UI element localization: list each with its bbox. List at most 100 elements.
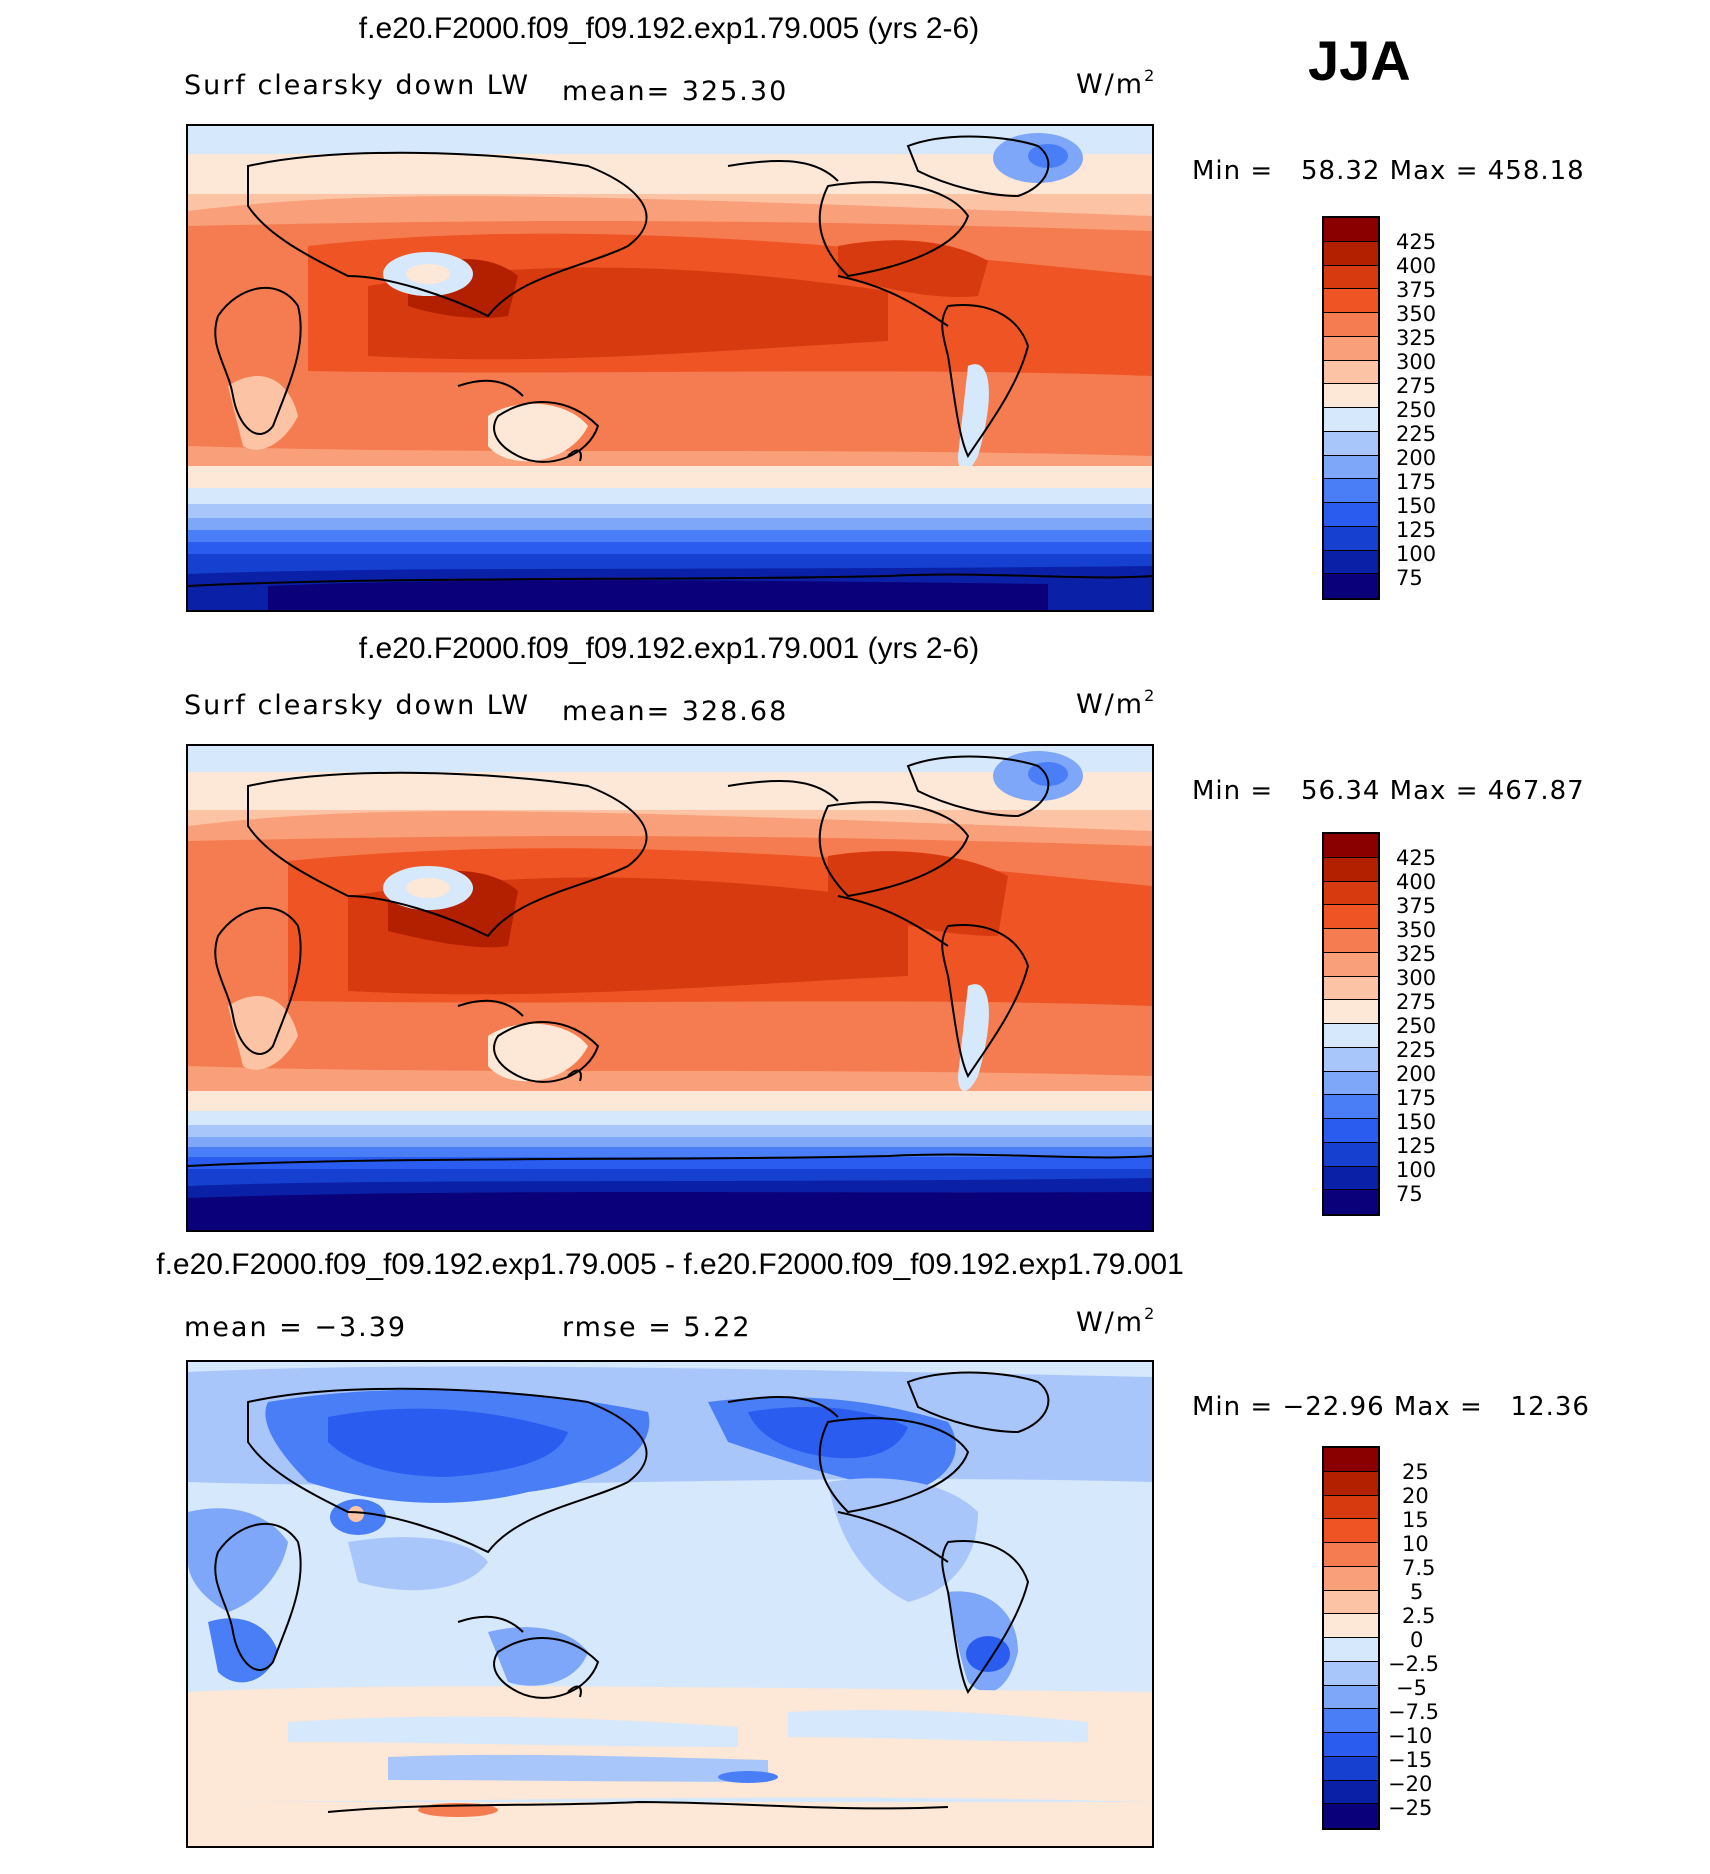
colorbar-segment xyxy=(1324,1614,1378,1638)
cb1-label-9: 200 xyxy=(1396,446,1437,470)
colorbar-segment xyxy=(1324,1000,1378,1024)
cb2-label-12: 125 xyxy=(1396,1134,1437,1158)
panel-1-map xyxy=(186,124,1154,612)
panel-2-colorbar xyxy=(1322,832,1380,1216)
panel-3-minmax: Min = −22.96 Max = 12.36 xyxy=(1192,1392,1590,1422)
colorbar-segment xyxy=(1324,1685,1378,1710)
cb3-label-4: 7.5 xyxy=(1402,1556,1436,1580)
cb2-label-0: 425 xyxy=(1396,846,1437,870)
colorbar-segment xyxy=(1324,1638,1378,1662)
colorbar-segment xyxy=(1324,1709,1378,1733)
colorbar-segment xyxy=(1324,857,1378,882)
panel-2-map xyxy=(186,744,1154,1232)
colorbar-segment xyxy=(1324,265,1378,290)
panel-1-mean: mean= 325.30 xyxy=(562,76,789,107)
cb2-label-1: 400 xyxy=(1396,870,1437,894)
colorbar-segment xyxy=(1324,1804,1378,1828)
cb3-label-0: 25 xyxy=(1402,1460,1429,1484)
colorbar-segment xyxy=(1324,1543,1378,1567)
colorbar-segment xyxy=(1324,1590,1378,1615)
cb3-label-5: 5 xyxy=(1410,1580,1424,1604)
cb1-label-2: 375 xyxy=(1396,278,1437,302)
colorbar-segment xyxy=(1324,1780,1378,1805)
cb1-label-12: 125 xyxy=(1396,518,1437,542)
colorbar-segment xyxy=(1324,503,1378,527)
colorbar-segment xyxy=(1324,241,1378,266)
cb2-label-3: 350 xyxy=(1396,918,1437,942)
cb1-label-6: 275 xyxy=(1396,374,1437,398)
cb1-label-1: 400 xyxy=(1396,254,1437,278)
panel-3-map-field xyxy=(188,1362,1152,1846)
panel-1-colorbar xyxy=(1322,216,1380,600)
colorbar-segment xyxy=(1324,834,1378,858)
cb2-label-5: 300 xyxy=(1396,966,1437,990)
cb1-label-8: 225 xyxy=(1396,422,1437,446)
panel-1-variable: Surf clearsky down LW xyxy=(184,70,531,101)
panel-2-minmax: Min = 56.34 Max = 467.87 xyxy=(1192,776,1585,806)
colorbar-segment xyxy=(1324,1142,1378,1167)
panel-2-units: W/m2 xyxy=(1076,686,1157,720)
colorbar-segment xyxy=(1324,976,1378,1001)
panel-3-title: f.e20.F2000.f09_f09.192.exp1.79.005 - f.… xyxy=(156,1248,1184,1281)
cb3-label-2: 15 xyxy=(1402,1508,1429,1532)
season-label: JJA xyxy=(1308,29,1411,92)
cb2-label-6: 275 xyxy=(1396,990,1437,1014)
panel-2-mean: mean= 328.68 xyxy=(562,696,789,727)
colorbar-segment xyxy=(1324,550,1378,575)
colorbar-segment xyxy=(1324,881,1378,906)
cb1-label-4: 325 xyxy=(1396,326,1437,350)
cb3-label-11: −10 xyxy=(1388,1724,1433,1748)
cb1-label-7: 250 xyxy=(1396,398,1437,422)
panel-2-map-field xyxy=(188,746,1152,1230)
cb2-label-8: 225 xyxy=(1396,1038,1437,1062)
panel-1-units: W/m2 xyxy=(1076,66,1157,100)
cb2-label-4: 325 xyxy=(1396,942,1437,966)
colorbar-segment xyxy=(1324,1119,1378,1143)
cb1-label-10: 175 xyxy=(1396,470,1437,494)
panel-1-map-field xyxy=(188,126,1152,610)
colorbar-segment xyxy=(1324,905,1378,929)
colorbar-segment xyxy=(1324,1166,1378,1191)
cb3-label-9: −5 xyxy=(1396,1676,1427,1700)
panel-3-map xyxy=(186,1360,1154,1848)
cb3-label-1: 20 xyxy=(1402,1484,1429,1508)
panel-3-colorbar xyxy=(1322,1446,1380,1830)
colorbar-segment xyxy=(1324,360,1378,385)
colorbar-segment xyxy=(1324,1519,1378,1543)
colorbar-segment xyxy=(1324,408,1378,432)
panel-1-minmax: Min = 58.32 Max = 458.18 xyxy=(1192,156,1585,186)
cb2-label-2: 375 xyxy=(1396,894,1437,918)
colorbar-segment xyxy=(1324,526,1378,551)
colorbar-segment xyxy=(1324,952,1378,977)
cb3-label-7: 0 xyxy=(1410,1628,1424,1652)
colorbar-segment xyxy=(1324,1661,1378,1686)
cb2-label-9: 200 xyxy=(1396,1062,1437,1086)
cb3-label-14: −25 xyxy=(1388,1796,1433,1820)
colorbar-segment xyxy=(1324,218,1378,242)
cb1-label-5: 300 xyxy=(1396,350,1437,374)
colorbar-segment xyxy=(1324,574,1378,598)
colorbar-segment xyxy=(1324,384,1378,408)
colorbar-segment xyxy=(1324,479,1378,503)
colorbar-segment xyxy=(1324,1471,1378,1496)
cb1-label-3: 350 xyxy=(1396,302,1437,326)
cb2-label-11: 150 xyxy=(1396,1110,1437,1134)
colorbar-segment xyxy=(1324,1024,1378,1048)
panel-3-units: W/m2 xyxy=(1076,1304,1157,1338)
cb1-label-14: 75 xyxy=(1396,566,1423,590)
colorbar-segment xyxy=(1324,455,1378,480)
cb3-label-8: −2.5 xyxy=(1388,1652,1439,1676)
cb2-label-7: 250 xyxy=(1396,1014,1437,1038)
cb3-label-6: 2.5 xyxy=(1402,1604,1436,1628)
cb2-label-14: 75 xyxy=(1396,1182,1423,1206)
colorbar-segment xyxy=(1324,1095,1378,1119)
colorbar-segment xyxy=(1324,1756,1378,1781)
cb1-label-11: 150 xyxy=(1396,494,1437,518)
colorbar-segment xyxy=(1324,313,1378,337)
colorbar-segment xyxy=(1324,929,1378,953)
panel-3-mean: mean = −3.39 xyxy=(184,1312,408,1343)
colorbar-segment xyxy=(1324,1071,1378,1096)
cb2-label-13: 100 xyxy=(1396,1158,1437,1182)
cb1-label-13: 100 xyxy=(1396,542,1437,566)
cb3-label-13: −20 xyxy=(1388,1772,1433,1796)
